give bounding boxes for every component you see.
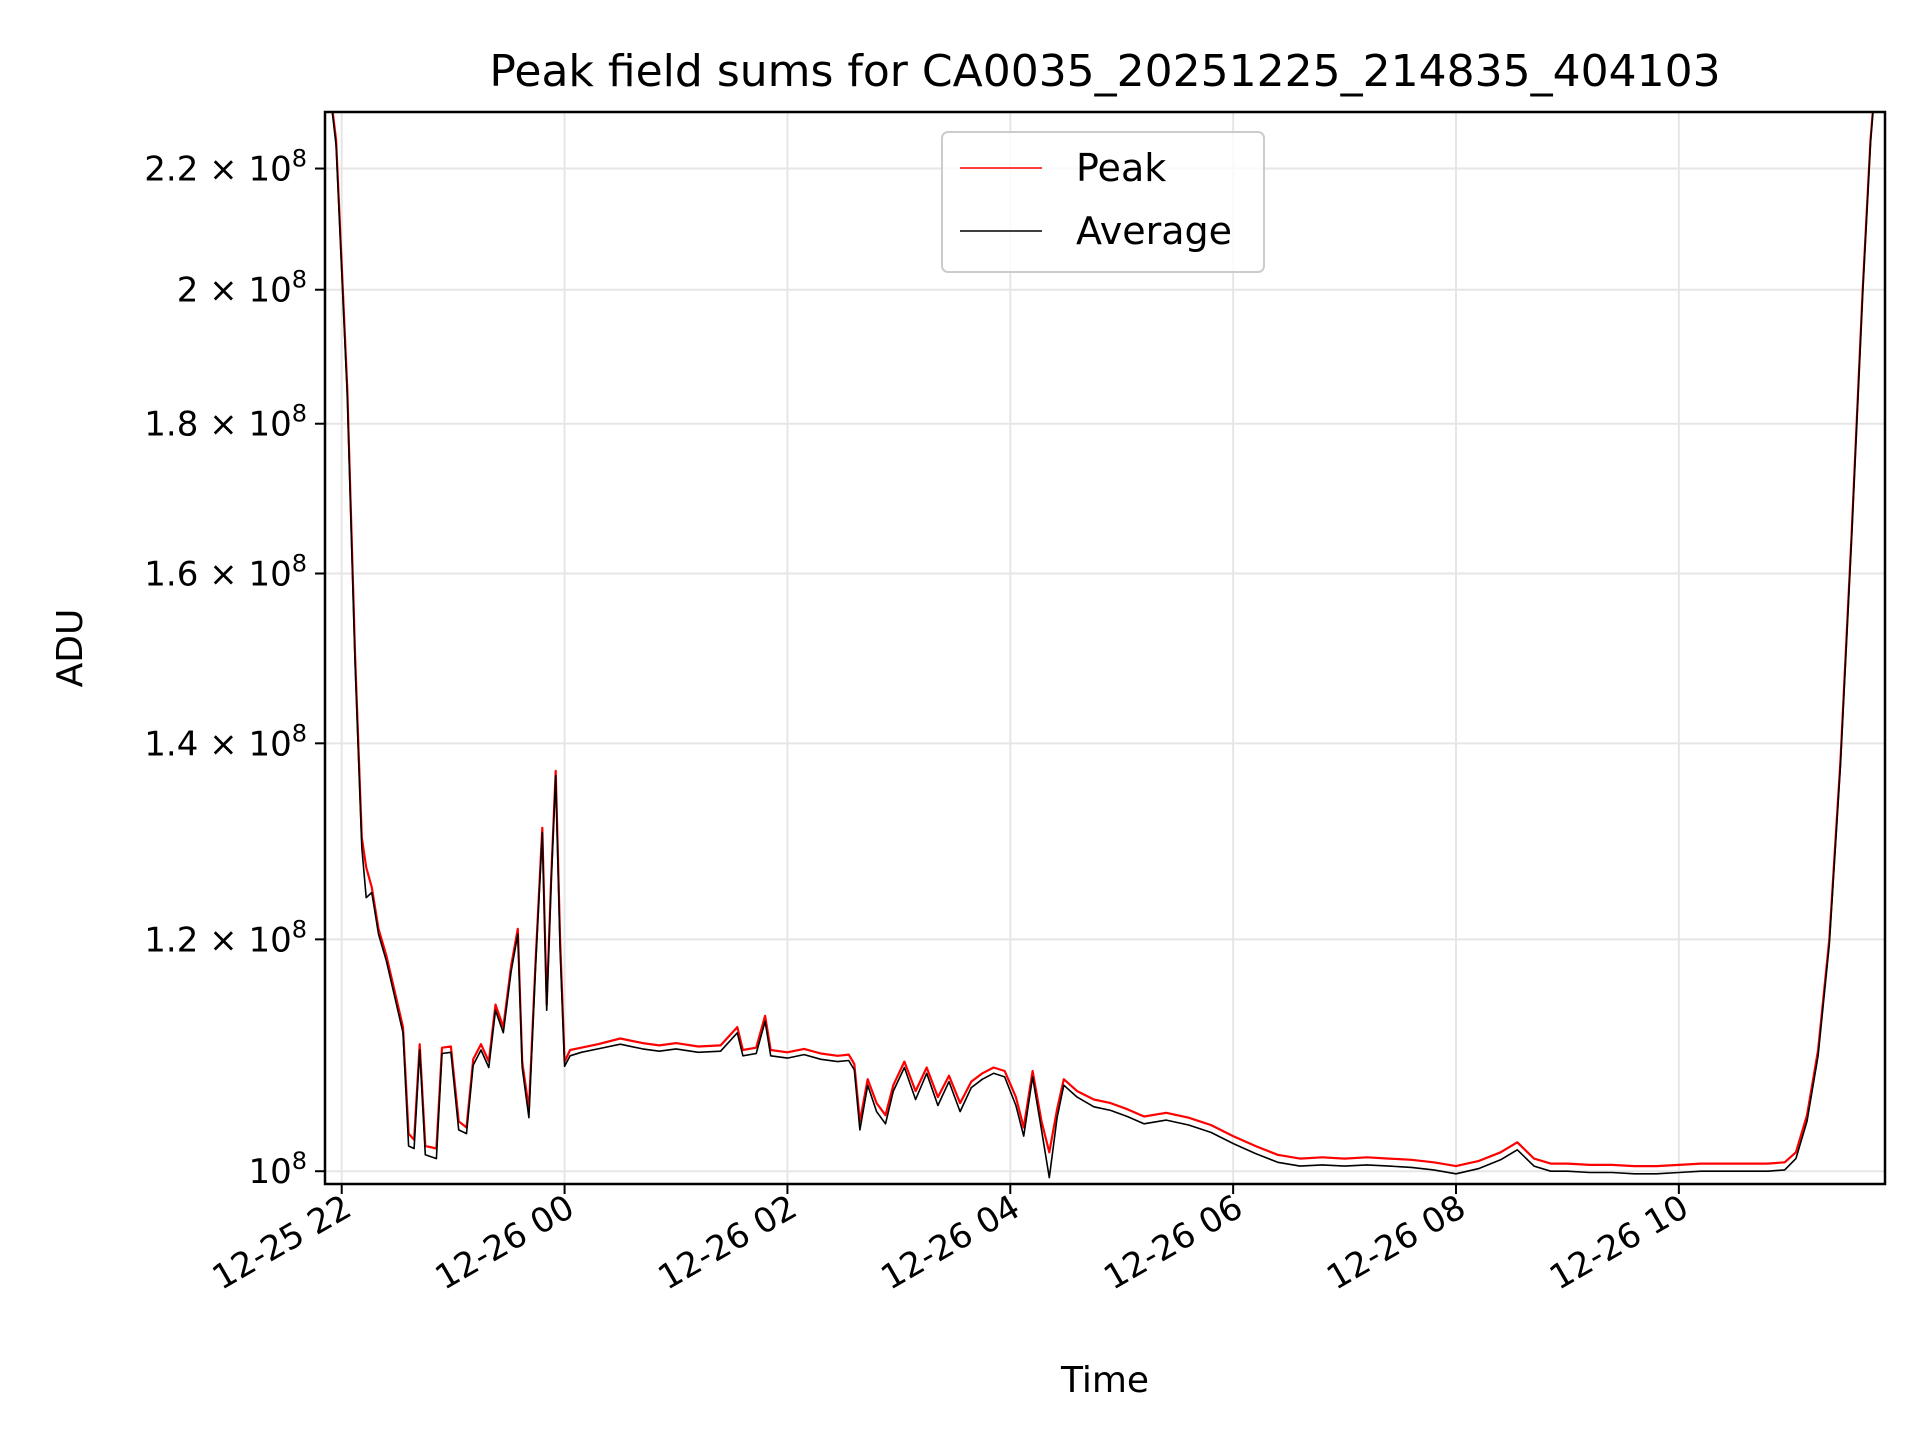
legend-box bbox=[941, 131, 1265, 273]
series-line-average bbox=[331, 112, 1874, 1179]
y-axis: 108 1.2 × 108 1.4 × 108 1.6 × 108 1.8 × 108 2… bbox=[144, 145, 325, 1192]
legend: Peak Average bbox=[941, 131, 1265, 273]
y-tick-label: 2 × 108 bbox=[177, 266, 307, 311]
y-axis-label: ADU bbox=[50, 609, 91, 688]
y-tick-label: 1.8 × 108 bbox=[144, 400, 307, 445]
x-axis-label: Time bbox=[1060, 1360, 1149, 1401]
y-tick-label: 1.6 × 108 bbox=[144, 550, 307, 595]
y-tick-label: 1.4 × 108 bbox=[144, 719, 307, 764]
series-layer bbox=[331, 112, 1874, 1179]
plot-frame bbox=[323, 110, 1887, 1186]
legend-average-label: Average bbox=[1076, 209, 1232, 253]
y-tick-label: 108 bbox=[248, 1147, 307, 1192]
series-line-peak bbox=[331, 112, 1874, 1168]
y-tick-label: 2.2 × 108 bbox=[144, 145, 307, 190]
legend-peak-label: Peak bbox=[1076, 146, 1166, 190]
y-tick-label: 1.2 × 108 bbox=[144, 915, 307, 960]
chart-title: Peak field sums for CA0035_20251225_2148… bbox=[489, 46, 1720, 97]
